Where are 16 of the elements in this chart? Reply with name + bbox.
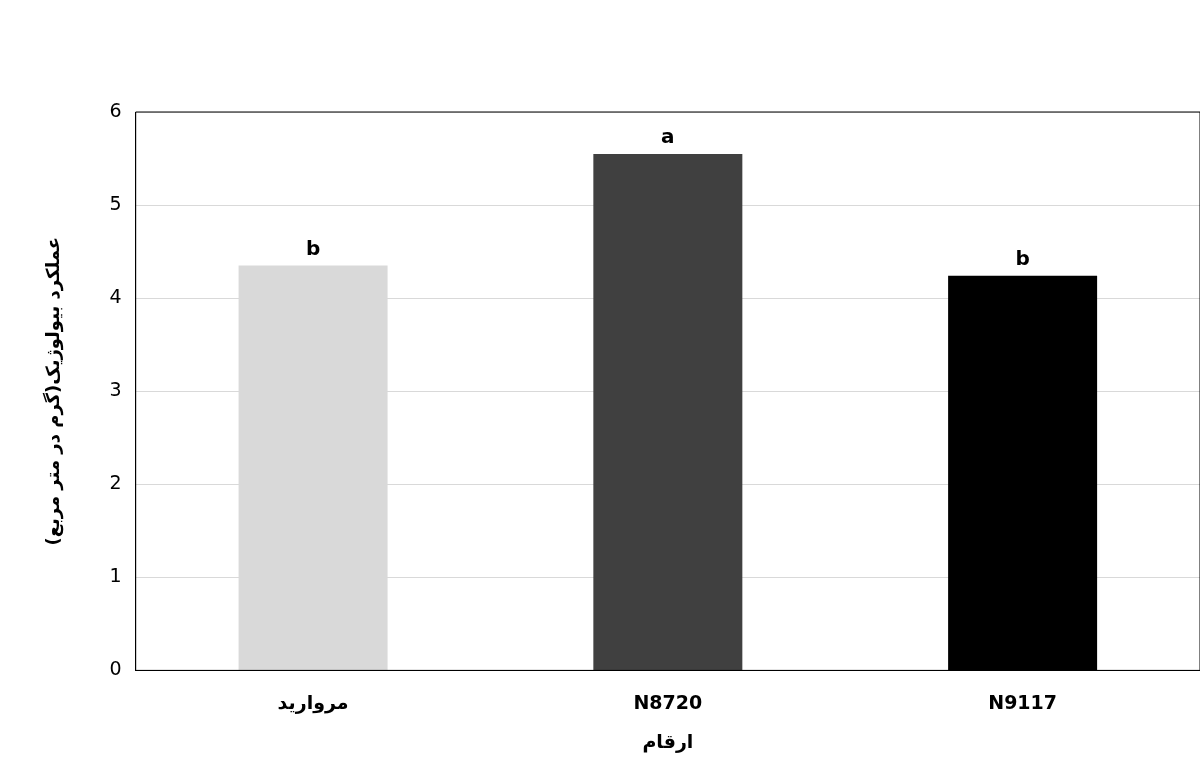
x-axis-title: ارقام [642, 729, 694, 753]
x-tick-label: N9117 [988, 690, 1058, 713]
bar [593, 153, 743, 670]
x-tick-label: N8720 [633, 690, 703, 713]
y-tick-label: 5 [109, 192, 122, 214]
annotation: b [305, 235, 321, 260]
y-tick-label: 2 [109, 471, 122, 494]
y-tick-label: 6 [109, 98, 122, 121]
annotation: b [1015, 246, 1030, 270]
annotation: a [661, 124, 675, 149]
y-tick-label: 0 [109, 657, 122, 680]
y-axis-title: عملکرد بیولوژیک(گرم در متر مربع) [42, 236, 65, 546]
x-tick-label: مروارید [277, 690, 349, 714]
y-tick-label: 4 [109, 285, 122, 308]
y-tick-label: 1 [109, 564, 122, 587]
y-tick-label: 3 [109, 378, 122, 401]
